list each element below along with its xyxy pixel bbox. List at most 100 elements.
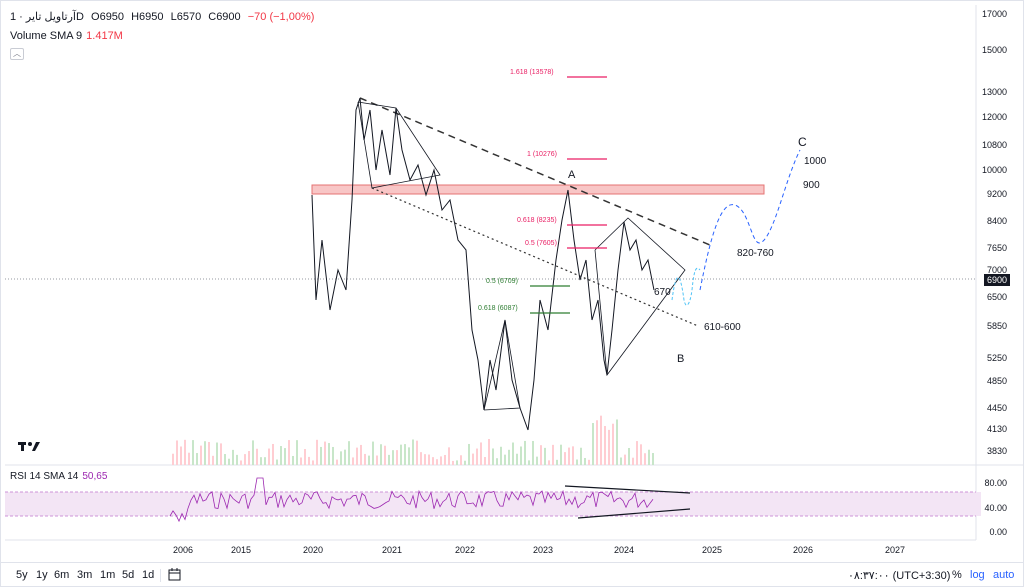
volume-bar [592,423,594,465]
rsi-indicator-label[interactable]: RSI 14 SMA 14 50,65 [10,471,107,482]
level-820-760-label: 820-760 [737,248,774,259]
volume-bar [332,446,334,465]
volume-bar [552,444,554,465]
volume-bar [380,444,382,465]
wave-triangle-1 [357,101,441,189]
volume-bar [192,440,194,465]
volume-bar [328,443,330,465]
volume-bar [228,458,230,465]
timeframe-5y[interactable]: 5y [16,569,28,581]
volume-bar [356,447,358,465]
volume-bar [612,423,614,465]
volume-bar [600,415,602,465]
volume-bar [256,448,258,465]
volume-bar [324,441,326,465]
volume-bar [444,454,446,465]
volume-bar [432,457,434,465]
volume-bar [276,459,278,465]
volume-bar [588,459,590,465]
volume-indicator-label[interactable]: Volume SMA 9 1.417M [10,30,123,42]
timeframe-1m[interactable]: 1m [100,569,116,581]
volume-bar [284,448,286,465]
level-900-label: 900 [803,180,820,191]
volume-bar [448,447,450,465]
timeframe-3m[interactable]: 3m [77,569,93,581]
price-axis-tick: 8400 [987,216,1007,226]
price-axis-tick: 4850 [987,376,1007,386]
wave-triangle-2 [483,319,521,411]
volume-bar [440,456,442,465]
volume-bar [620,457,622,465]
volume-bars [172,415,654,465]
toolbar-divider [160,569,161,582]
timeframe-1y[interactable]: 1y [36,569,48,581]
level-670-label: 670 [654,287,671,298]
percent-toggle[interactable]: % [952,569,962,581]
log-toggle[interactable]: log [970,569,985,581]
price-axis-tick: 13000 [982,87,1007,97]
volume-bar [496,458,498,465]
volume-bar [648,449,650,465]
price-axis-tick: 10000 [982,165,1007,175]
timeframe-1d[interactable]: 1d [142,569,155,581]
calendar-icon[interactable] [168,567,182,581]
clock-display[interactable]: ۰۸:۳۷:۰۰ (UTC+3:30) [848,570,951,582]
timeframe-6m[interactable]: 6m [54,569,70,581]
volume-bar [252,440,254,465]
change-value: −70 (−1,00%) [247,11,315,23]
volume-bar [516,453,518,465]
symbol-header: آرتاویل تایر · 1D O6950 H6950 L6570 C690… [10,10,318,23]
symbol-name[interactable]: آرتاویل تایر · 1D [10,11,84,23]
bottom-toolbar: 5y 1y 6m 3m 1m 5d 1d ۰۸:۳۷:۰۰ (UTC+3:30)… [0,562,1024,587]
price-axis-tick: 15000 [982,45,1007,55]
volume-bar [508,449,510,465]
fib-0618-down-label: 0.618 (6087) [478,305,518,312]
resistance-zone [311,184,765,195]
collapse-legend-button[interactable]: ︿ [10,48,24,60]
volume-bar [216,442,218,465]
volume-value: 1.417M [86,30,123,42]
volume-bar [244,454,246,465]
volume-bar [528,460,530,465]
price-axis-tick: 17000 [982,9,1007,19]
tradingview-logo[interactable] [18,440,40,452]
volume-bar [336,459,338,465]
volume-bar [240,460,242,465]
price-axis-tick: 3830 [987,446,1007,456]
low-value: L6570 [170,11,202,23]
volume-bar [556,459,558,465]
time-axis-tick: 2023 [533,545,553,555]
fib-0618-up-label: 0.618 (8235) [517,217,557,224]
timeframe-5d[interactable]: 5d [122,569,135,581]
volume-bar [460,455,462,465]
price-axis[interactable]: 17000 15000 13000 12000 10800 10000 9200 8400 76… [982,9,1007,456]
volume-bar [640,444,642,465]
price-axis-tick: 4450 [987,403,1007,413]
rsi-value: 50,65 [82,471,108,482]
volume-bar [544,447,546,465]
time-axis[interactable]: 2006 2015 2020 2021 2022 2023 2024 2025 2026 2027 [173,545,905,555]
volume-bar [376,455,378,465]
volume-bar [468,443,470,465]
current-price-tag: 6900 [984,274,1010,286]
volume-bar [220,443,222,465]
price-axis-tick: 9200 [987,189,1007,199]
volume-bar [344,449,346,465]
time-axis-tick: 2025 [702,545,722,555]
time-axis-tick: 2022 [455,545,475,555]
volume-bar [268,448,270,465]
volume-bar [476,448,478,465]
projection-path-upper [699,149,801,291]
volume-bar [340,451,342,465]
auto-toggle[interactable]: auto [993,569,1015,581]
volume-bar [580,447,582,465]
fib-05-down-label: 0.5 (6709) [486,278,518,285]
volume-bar [308,456,310,465]
rsi-axis: 80.00 40.00 0.00 [984,478,1007,537]
rsi-lower-trendline [577,508,691,519]
rsi-upper-trendline [564,485,691,494]
time-axis-tick: 2006 [173,545,193,555]
fib-1618-label: 1.618 (13578) [510,69,554,76]
fib-1-label: 1 (10276) [527,151,557,158]
